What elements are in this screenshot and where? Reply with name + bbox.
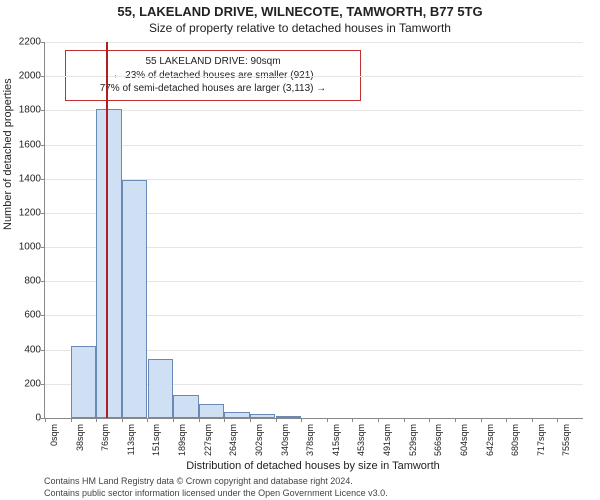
footnote-line-2: Contains public sector information licen… [44,488,388,498]
ytick-label: 1800 [5,105,41,116]
annotation-line-3: 77% of semi-detached houses are larger (… [74,82,352,96]
footnote-line-1: Contains HM Land Registry data © Crown c… [44,476,353,486]
ytick-label: 1600 [5,139,41,150]
xtick-mark [199,418,200,422]
xtick-mark [532,418,533,422]
xtick-mark [378,418,379,422]
ytick-mark [41,384,45,385]
ytick-label: 1200 [5,207,41,218]
xtick-mark [122,418,123,422]
ytick-label: 1000 [5,242,41,253]
xtick-mark [71,418,72,422]
ytick-mark [41,145,45,146]
ytick-mark [41,76,45,77]
chart-plot-area: 55 LAKELAND DRIVE: 90sqm ← 23% of detach… [44,42,583,419]
xtick-mark [352,418,353,422]
histogram-bar [122,180,147,418]
histogram-bar [71,346,96,418]
ytick-mark [41,350,45,351]
chart-title-sub: Size of property relative to detached ho… [0,19,600,35]
xtick-mark [557,418,558,422]
xtick-mark [147,418,148,422]
gridline [45,76,583,77]
ytick-mark [41,42,45,43]
ytick-label: 0 [5,413,41,424]
x-axis-label: Distribution of detached houses by size … [44,460,582,472]
property-marker-line [106,42,108,418]
xtick-mark [224,418,225,422]
xtick-mark [173,418,174,422]
ytick-mark [41,213,45,214]
xtick-mark [276,418,277,422]
xtick-mark [301,418,302,422]
gridline [45,145,583,146]
ytick-mark [41,281,45,282]
xtick-mark [429,418,430,422]
annotation-line-1: 55 LAKELAND DRIVE: 90sqm [74,55,352,69]
histogram-bar [250,414,275,418]
gridline [45,42,583,43]
ytick-label: 1400 [5,173,41,184]
ytick-label: 2200 [5,37,41,48]
xtick-mark [45,418,46,422]
xtick-mark [506,418,507,422]
ytick-mark [41,110,45,111]
ytick-label: 2000 [5,71,41,82]
histogram-bar [276,416,301,418]
histogram-bar [199,404,224,418]
xtick-mark [455,418,456,422]
xtick-mark [250,418,251,422]
xtick-mark [481,418,482,422]
ytick-mark [41,315,45,316]
xtick-mark [96,418,97,422]
gridline [45,110,583,111]
xtick-mark [404,418,405,422]
histogram-bar [148,359,173,418]
footnote: Contains HM Land Registry data © Crown c… [44,476,388,499]
chart-title-main: 55, LAKELAND DRIVE, WILNECOTE, TAMWORTH,… [0,0,600,19]
ytick-label: 200 [5,378,41,389]
ytick-mark [41,179,45,180]
histogram-bar [96,109,121,418]
histogram-bar [224,412,249,418]
ytick-mark [41,247,45,248]
ytick-label: 800 [5,276,41,287]
ytick-label: 600 [5,310,41,321]
xtick-mark [327,418,328,422]
histogram-bar [173,395,198,418]
ytick-label: 400 [5,344,41,355]
